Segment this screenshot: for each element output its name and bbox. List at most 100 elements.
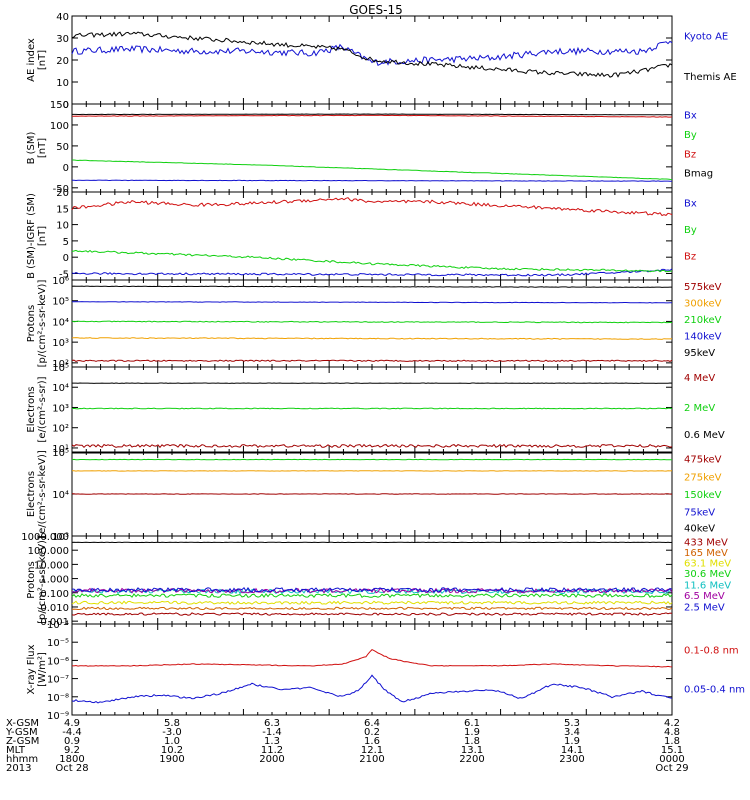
y-axis-unit: [nT] [37,138,48,158]
ytick-label: 5 [63,237,69,248]
panel-frame [71,623,673,716]
y-axis-unit: [p/(cm²-s-sr-keV)] [37,536,48,624]
chart-title: GOES-15 [349,3,403,17]
ytick-label: 10⁶ [52,276,69,287]
ytick-label: 10⁵ [52,297,69,308]
x-axis-value: Oct 29 [655,763,688,774]
x-axis-value: 4.8 [664,727,680,738]
series-line-210keV [71,320,673,324]
x-axis-row-label: hhmm [6,754,38,765]
y-axis-unit: [e/(cm²-s-sr)] [37,376,48,442]
panel-electrons2: 10⁵ 10⁴ 10³ Electrons [e/(cm²-s-sr-keV)] 475k… [26,448,722,543]
legend-label: 150keV [684,490,722,501]
x-axis-table: X-GSMY-GSMZ-GSMMLThhmm20134.9-4.40.99.21… [5,718,689,774]
series-line-433-MeV [71,612,673,616]
series-line-0.1-0.8-nm [71,648,673,668]
x-axis-value: 1.8 [664,736,680,747]
x-axis-value: 3.4 [564,727,580,738]
ytick-label: 10⁻⁸ [47,693,69,704]
ytick-label: 10¹ [52,444,69,455]
legend-label: 275keV [684,472,722,483]
panel-bigrf: 20 15 10 5 0 -5 B (SM)-IGRF (SM) [nT] Bx By Bz [26,188,697,281]
legend-label: 0.05-0.4 nm [684,685,745,696]
ytick-label: 1.000 [40,575,69,586]
ytick-label: 10³ [52,338,69,349]
x-axis-row-label: Y-GSM [5,727,38,738]
ytick-label: 10² [52,359,69,370]
ytick-label: 10⁻⁴ [47,620,69,631]
x-axis-value: 4.9 [64,718,80,729]
x-axis-value: 2300 [559,754,584,765]
ytick-label: 10⁻⁵ [47,638,69,649]
series-line-140keV [71,301,673,304]
x-axis-value: 12.1 [361,745,383,756]
x-axis-value: 10.2 [161,745,183,756]
legend-label: 475keV [684,455,722,466]
ytick-label: 1000.000 [21,532,69,543]
ytick-label: 10⁴ [52,383,69,394]
x-axis-value: 1.9 [564,736,580,747]
series-line-By [72,159,673,180]
legend-label: 2 MeV [684,403,715,414]
x-axis-value: -4.4 [62,727,82,738]
ytick-label: 10⁴ [52,490,69,501]
x-axis-row-label: 2013 [6,763,31,774]
series-line-575keV [71,359,673,362]
series-line-0.05-0.4-nm [71,674,673,704]
x-axis-value: 0.2 [364,727,380,738]
y-axis-label: Protons [26,561,37,598]
legend-label: Bz [684,251,696,262]
x-axis-value: 4.2 [664,718,680,729]
panel-frame [71,279,673,368]
panel-frame [71,366,673,453]
series-line-63.1-MeV [71,600,673,605]
x-axis-value: 2100 [359,754,384,765]
legend-label: Bmag [684,169,713,180]
ytick-label: -5 [59,269,69,280]
legend-label: 0.1-0.8 nm [684,645,739,656]
panel-electrons1: 10⁵ 10⁴ 10³ 10² 10¹ Electrons [e/(cm²-s-sr)] 4 … [26,363,725,455]
series-line-Bmag [72,113,672,116]
y-axis-label: X-ray Flux [26,644,37,694]
legend-label: By [684,225,697,236]
ytick-label: 15 [56,204,69,215]
legend-label: 11.6 MeV [684,580,731,591]
series-line-300keV [71,337,673,340]
y-axis-label: Protons [26,305,37,342]
legend-label: 165 MeV [684,548,728,559]
series-line-6.5-MeV [71,587,673,594]
legend-label: 210keV [684,315,722,326]
series-line-30.6-MeV [71,593,673,599]
x-axis-value: 11.2 [261,745,283,756]
x-axis-row-label: Z-GSM [6,736,39,747]
x-axis-value: 6.4 [364,718,380,729]
series-line-2.5-MeV [72,586,673,593]
series-line-95keV [71,285,672,288]
series-line-By [71,249,673,273]
ytick-label: 50 [56,142,69,153]
ytick-label: 40 [56,12,69,23]
series-line-165-MeV [71,606,673,611]
panel-protons2: 1000.000 100.000 10.000 1.000 0.100 0.010 0.00… [21,532,731,628]
x-axis-value: 0000 [659,754,684,765]
x-axis-value: 1.8 [464,736,480,747]
series-line-Kyoto-AE [71,40,673,66]
ytick-label: 30 [56,34,69,45]
ytick-label: 10⁻⁶ [47,656,69,667]
x-axis-value: 5.8 [164,718,180,729]
x-axis-value: 15.1 [661,745,683,756]
x-axis-value: 2000 [259,754,284,765]
series-line-Bz [71,114,673,118]
x-axis-value: 9.2 [64,745,80,756]
y-axis-unit: [W/m²] [37,652,48,687]
x-axis-row-label: MLT [6,745,26,756]
legend-label: 0.6 MeV [684,430,725,441]
panel-protons1: 10⁶ 10⁵ 10⁴ 10³ 10² Protons [p/(cm²-s-sr-keV)]… [26,276,722,370]
legend-label: 6.5 MeV [684,591,725,602]
x-axis-value: -1.4 [262,727,282,738]
x-axis-value: 1.6 [364,736,380,747]
x-axis-value: 6.3 [264,718,280,729]
ytick-label: 10³ [52,532,69,543]
ytick-label: 100 [50,121,69,132]
y-axis-label: B (SM)-IGRF (SM) [26,193,37,279]
